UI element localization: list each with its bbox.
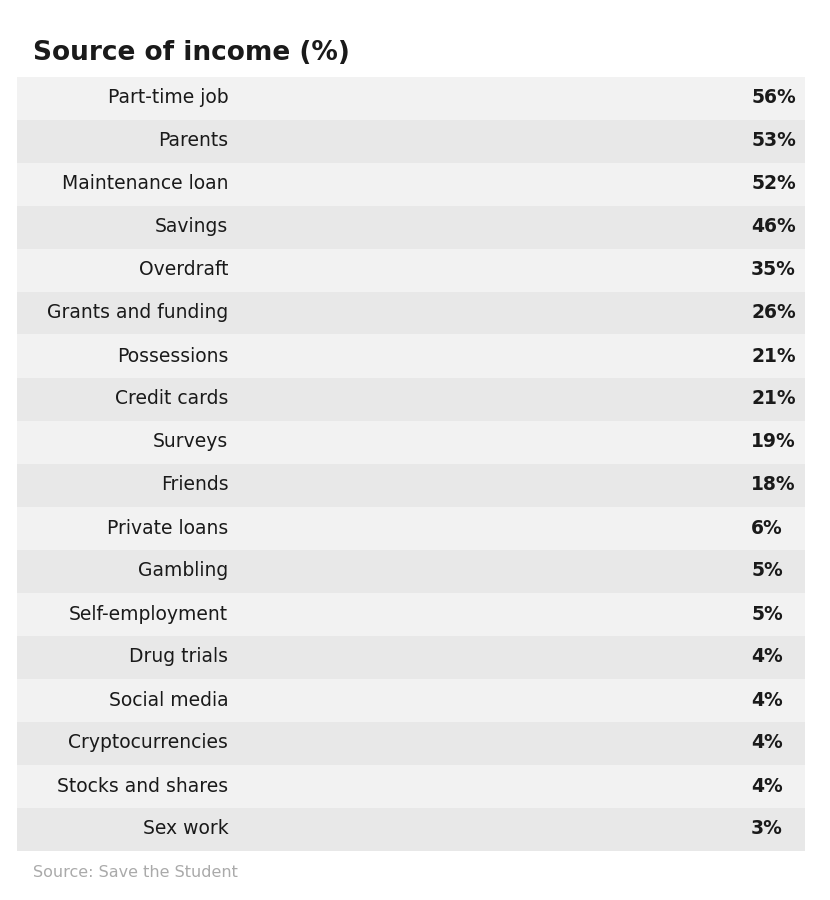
Bar [237, 642, 271, 672]
Text: 5%: 5% [751, 605, 783, 624]
Bar [237, 814, 262, 844]
Bar [237, 427, 397, 457]
Bar [237, 685, 271, 716]
Text: 18%: 18% [751, 475, 796, 494]
Text: 3%: 3% [751, 820, 783, 839]
Bar [237, 298, 456, 328]
Text: Gambling: Gambling [138, 562, 228, 580]
Text: Self-employment: Self-employment [69, 605, 228, 624]
Bar [237, 555, 743, 587]
Bar [237, 383, 414, 415]
Bar [237, 598, 743, 629]
Bar [237, 212, 625, 242]
Text: Source: Save the Student: Source: Save the Student [33, 865, 238, 880]
Text: Overdraft: Overdraft [139, 260, 228, 280]
Text: Private loans: Private loans [107, 518, 228, 537]
Bar [237, 212, 743, 242]
Text: 56%: 56% [751, 88, 796, 107]
Text: Savings: Savings [155, 218, 228, 237]
Text: Friends: Friends [161, 475, 228, 494]
Text: 21%: 21% [751, 346, 796, 365]
Text: Cryptocurrencies: Cryptocurrencies [68, 734, 228, 752]
Bar [237, 642, 743, 672]
Bar [237, 470, 743, 500]
Bar [237, 770, 271, 802]
Bar [237, 298, 743, 328]
Text: Stocks and shares: Stocks and shares [57, 777, 228, 796]
Text: Grants and funding: Grants and funding [47, 303, 228, 322]
Text: 6%: 6% [751, 518, 783, 537]
Bar [237, 727, 743, 759]
Bar [237, 814, 743, 844]
Bar [237, 125, 743, 157]
Text: 4%: 4% [751, 647, 783, 667]
Text: Source of income (%): Source of income (%) [33, 40, 350, 67]
Bar [237, 340, 414, 372]
Bar [237, 125, 684, 157]
Text: Possessions: Possessions [117, 346, 228, 365]
Text: Surveys: Surveys [153, 433, 228, 452]
Bar [237, 512, 287, 544]
Text: 21%: 21% [751, 390, 796, 409]
Bar [237, 512, 743, 544]
Text: Part-time job: Part-time job [108, 88, 228, 107]
Bar [237, 727, 271, 759]
Bar [237, 255, 743, 285]
Text: 35%: 35% [751, 260, 796, 280]
Text: 26%: 26% [751, 303, 796, 322]
Bar [237, 770, 743, 802]
Text: 46%: 46% [751, 218, 796, 237]
Text: Maintenance loan: Maintenance loan [61, 175, 228, 194]
Text: 53%: 53% [751, 131, 796, 150]
Text: 4%: 4% [751, 777, 783, 796]
Bar [237, 555, 279, 587]
Bar [237, 383, 743, 415]
Bar [237, 598, 279, 629]
Bar [237, 255, 532, 285]
Bar [237, 168, 676, 200]
Text: 52%: 52% [751, 175, 796, 194]
Text: Drug trials: Drug trials [129, 647, 228, 667]
Bar [237, 685, 743, 716]
Text: Parents: Parents [159, 131, 228, 150]
Text: 19%: 19% [751, 433, 796, 452]
Text: 4%: 4% [751, 690, 783, 709]
Text: Social media: Social media [109, 690, 228, 709]
Text: 5%: 5% [751, 562, 783, 580]
Bar [237, 168, 743, 200]
Bar [237, 427, 743, 457]
Bar [237, 340, 743, 372]
Text: Sex work: Sex work [143, 820, 228, 839]
Bar [237, 470, 388, 500]
Text: 4%: 4% [751, 734, 783, 752]
Bar [237, 83, 743, 113]
Bar [237, 83, 709, 113]
Text: Credit cards: Credit cards [115, 390, 228, 409]
